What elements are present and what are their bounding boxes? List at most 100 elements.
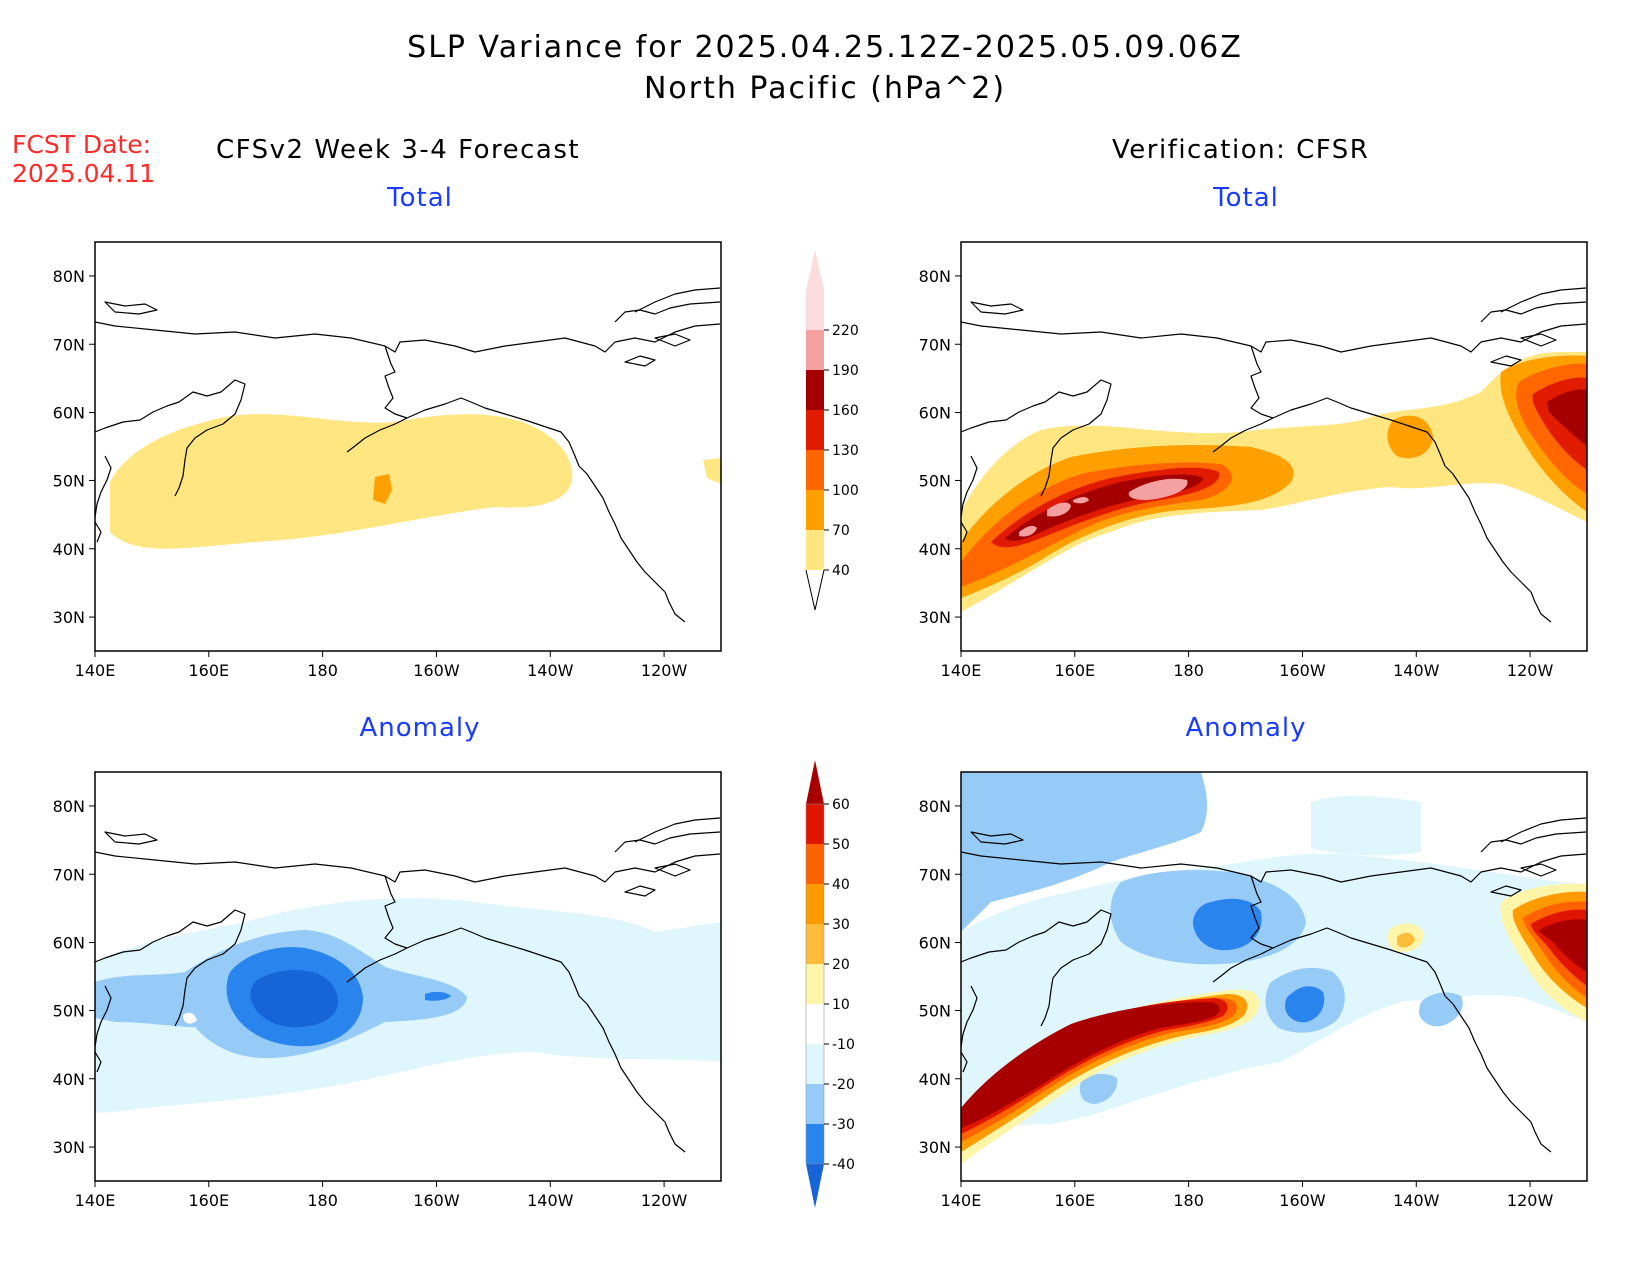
- lat-tick-label: 40N: [919, 1070, 951, 1089]
- lat-tick-label: 70N: [53, 335, 85, 354]
- anomaly-colorbar-swatch: [806, 1084, 824, 1124]
- anomaly-colorbar: 60 50 40 30 20 10 -10 -20 -30 -40: [805, 760, 855, 1208]
- anomaly-colorbar-swatch: [806, 844, 824, 884]
- verif-total-frame: [960, 241, 1588, 652]
- lon-tick-label: 140W: [1393, 661, 1440, 680]
- total-colorbar-swatch: [806, 530, 824, 570]
- bottom-right-subtitle: Anomaly: [1185, 713, 1307, 743]
- lon-tick-label: 140W: [527, 661, 574, 680]
- lon-tick-label: 180: [1173, 661, 1204, 680]
- lat-tick-label: 70N: [53, 865, 85, 884]
- lon-tick-label: 160W: [1279, 661, 1326, 680]
- lat-tick-label: 30N: [53, 1138, 85, 1157]
- left-column-title: CFSv2 Week 3-4 Forecast: [216, 135, 581, 165]
- lon-tick-label: 160W: [413, 661, 460, 680]
- total-colorbar-label: 130: [832, 443, 859, 459]
- lon-tick-label: 120W: [641, 661, 688, 680]
- figure-title-line1: SLP Variance for 2025.04.25.12Z-2025.05.…: [407, 30, 1243, 65]
- anomaly-colorbar-top-cap: [806, 760, 824, 804]
- forecast-total-shading: [110, 414, 721, 549]
- anomaly-colorbar-swatch: [806, 1124, 824, 1164]
- lat-tick-label: 30N: [919, 1138, 951, 1157]
- anomaly-colorbar-swatch: [806, 1004, 824, 1044]
- lon-tick-label: 160E: [188, 1191, 229, 1210]
- top-right-subtitle: Total: [1213, 183, 1279, 213]
- right-column-title: Verification: CFSR: [1112, 135, 1370, 165]
- anomaly-colorbar-label: 50: [832, 837, 850, 853]
- lat-tick-label: 40N: [53, 540, 85, 559]
- lat-tick-label: 70N: [919, 335, 951, 354]
- verif-anomaly-shading: [961, 772, 1587, 1164]
- lat-tick-label: 40N: [919, 540, 951, 559]
- lon-tick-label: 120W: [641, 1191, 688, 1210]
- lat-tick-label: 50N: [919, 1001, 951, 1020]
- total-colorbar-swatch: [806, 330, 824, 370]
- lon-tick-label: 120W: [1507, 661, 1554, 680]
- forecast-anomaly-shading: [95, 898, 721, 1113]
- forecast-anomaly-map: 140E 160E 180 160W 140W 120W 30N 40N 50N 60N 70N 80…: [53, 771, 722, 1210]
- bottom-left-subtitle: Anomaly: [359, 713, 481, 743]
- lat-tick-label: 80N: [919, 797, 951, 816]
- lon-tick-label: 140E: [941, 1191, 982, 1210]
- lon-tick-label: 140E: [75, 1191, 116, 1210]
- total-colorbar-swatch: [806, 490, 824, 530]
- anomaly-colorbar-swatch: [806, 804, 824, 844]
- anomaly-colorbar-swatch: [806, 924, 824, 964]
- total-colorbar-label: 40: [832, 563, 850, 579]
- lon-tick-label: 140W: [527, 1191, 574, 1210]
- anomaly-colorbar-label: 60: [832, 797, 850, 813]
- lat-tick-label: 70N: [919, 865, 951, 884]
- anomaly-colorbar-swatch: [806, 1044, 824, 1084]
- top-left-subtitle: Total: [387, 183, 453, 213]
- lat-tick-label: 80N: [919, 267, 951, 286]
- fcst-date-value: 2025.04.11: [12, 159, 156, 188]
- lat-tick-label: 30N: [53, 608, 85, 627]
- forecast-total-map: 140E 160E 180 160W 140W 120W 30N 40N 50N 60N 70N 80…: [53, 241, 722, 680]
- anomaly-colorbar-label: -10: [832, 1037, 855, 1053]
- anomaly-colorbar-label: 10: [832, 997, 850, 1013]
- lat-tick-label: 40N: [53, 1070, 85, 1089]
- total-colorbar-swatch: [806, 450, 824, 490]
- total-colorbar-cap: [806, 250, 824, 330]
- total-colorbar-label: 220: [832, 323, 859, 339]
- anomaly-colorbar-label: 40: [832, 877, 850, 893]
- lon-tick-label: 160E: [1054, 1191, 1095, 1210]
- total-colorbar: 40 70 100 130 160 190 220: [805, 250, 859, 611]
- anomaly-colorbar-label: 20: [832, 957, 850, 973]
- fcst-date-label: FCST Date:: [12, 130, 152, 159]
- lon-tick-label: 140W: [1393, 1191, 1440, 1210]
- forecast-anomaly-frame: [94, 771, 722, 1182]
- lat-tick-label: 80N: [53, 797, 85, 816]
- lon-tick-label: 160W: [1279, 1191, 1326, 1210]
- lon-tick-label: 140E: [941, 661, 982, 680]
- total-colorbar-label: 190: [832, 363, 859, 379]
- lon-tick-label: 160E: [1054, 661, 1095, 680]
- total-colorbar-label: 160: [832, 403, 859, 419]
- verif-total-shading: [961, 352, 1587, 612]
- verif-anomaly-map: 140E 160E 180 160W 140W 120W 30N 40N 50N 60N 70N 80…: [919, 771, 1588, 1210]
- lat-tick-label: 60N: [53, 934, 85, 953]
- total-colorbar-swatch: [806, 370, 824, 410]
- lat-tick-label: 50N: [53, 471, 85, 490]
- anomaly-colorbar-label: -30: [832, 1117, 855, 1133]
- lon-tick-label: 160E: [188, 661, 229, 680]
- anomaly-colorbar-swatch: [806, 964, 824, 1004]
- total-colorbar-label: 100: [832, 483, 859, 499]
- lat-tick-label: 50N: [919, 471, 951, 490]
- anomaly-colorbar-label: 30: [832, 917, 850, 933]
- lon-tick-label: 140E: [75, 661, 116, 680]
- lon-tick-label: 180: [307, 1191, 338, 1210]
- lon-tick-label: 120W: [1507, 1191, 1554, 1210]
- lat-tick-label: 60N: [919, 404, 951, 423]
- lon-tick-label: 180: [1173, 1191, 1204, 1210]
- lon-tick-label: 180: [307, 661, 338, 680]
- forecast-total-frame: [94, 241, 722, 652]
- lat-tick-label: 60N: [53, 404, 85, 423]
- verif-total-map: 140E 160E 180 160W 140W 120W 30N 40N 50N 60N 70N 80…: [919, 241, 1588, 680]
- lon-tick-label: 160W: [413, 1191, 460, 1210]
- anomaly-colorbar-label: -40: [832, 1157, 855, 1173]
- lat-tick-label: 80N: [53, 267, 85, 286]
- lat-tick-label: 60N: [919, 934, 951, 953]
- anomaly-colorbar-swatch: [806, 884, 824, 924]
